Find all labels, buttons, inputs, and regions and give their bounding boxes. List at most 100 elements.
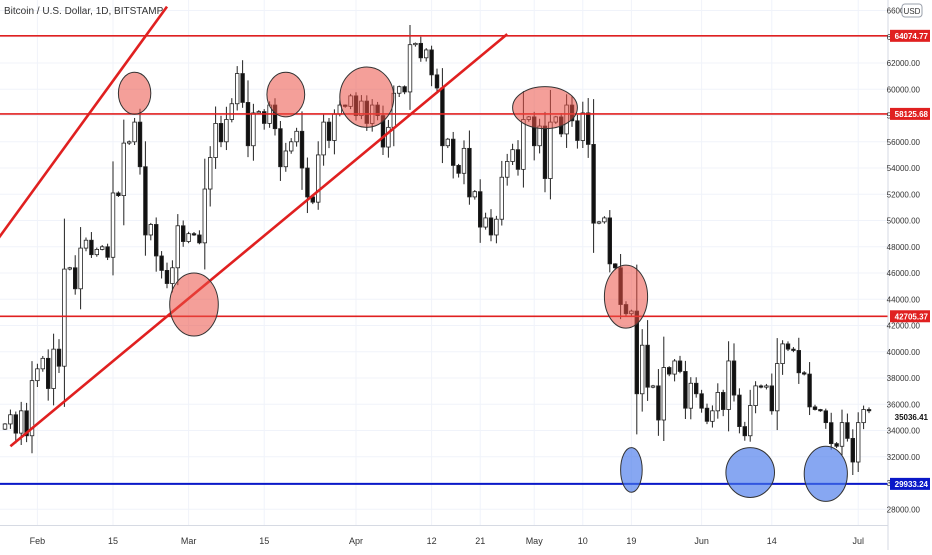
- y-tick-label: 62000.00: [887, 59, 921, 68]
- candle-body: [548, 121, 553, 179]
- y-tick-label: 42000.00: [887, 322, 921, 331]
- candle-body: [580, 112, 585, 141]
- price-axis-background[interactable]: [888, 0, 932, 525]
- red-highlight-ellipse[interactable]: [266, 71, 306, 118]
- candle-body: [677, 360, 683, 372]
- candle-body: [418, 42, 423, 59]
- highlight-layer: [117, 66, 848, 502]
- y-tick-label: 54000.00: [887, 164, 921, 173]
- candle-body: [40, 357, 45, 370]
- candle-body: [607, 217, 612, 265]
- candle-body: [467, 147, 472, 198]
- candle-body: [802, 372, 807, 375]
- candle-body: [251, 112, 256, 147]
- candle-body: [224, 119, 229, 143]
- candle-body: [596, 221, 602, 224]
- x-tick-label: Apr: [349, 536, 363, 546]
- x-tick-label: 21: [475, 536, 485, 546]
- candle-body: [197, 234, 202, 244]
- grid-layer: [0, 0, 888, 525]
- candle-body: [29, 380, 35, 437]
- candle-body: [796, 350, 801, 374]
- candle-body: [494, 218, 499, 236]
- candle-body: [305, 167, 310, 198]
- candle-body: [278, 128, 283, 168]
- candle-body: [791, 348, 796, 351]
- blue-highlight-ellipse[interactable]: [803, 445, 848, 502]
- chart-title: Bitcoin / U.S. Dollar, 1D, BITSTAMP: [4, 6, 164, 17]
- candle-body: [423, 49, 429, 59]
- currency-button[interactable]: USD: [901, 3, 923, 18]
- candle-layer: [2, 24, 872, 475]
- x-tick-label: Mar: [181, 536, 197, 546]
- candle-body: [586, 112, 591, 145]
- candle-body: [386, 126, 391, 148]
- candle-body: [694, 382, 699, 395]
- red-highlight-ellipse[interactable]: [512, 86, 578, 130]
- candle-body: [2, 423, 8, 430]
- candle-body: [758, 385, 764, 388]
- candle-body: [83, 239, 89, 249]
- candle-body: [504, 161, 510, 178]
- candle-body: [429, 49, 434, 76]
- candle-body: [667, 367, 672, 375]
- candle-body: [159, 255, 164, 271]
- candle-body: [650, 385, 656, 388]
- x-tick-label: 14: [767, 536, 777, 546]
- candle-body: [132, 121, 137, 143]
- candle-body: [148, 224, 153, 236]
- candle-body: [683, 371, 688, 409]
- x-tick-label: 15: [108, 536, 118, 546]
- x-tick-label: 10: [578, 536, 588, 546]
- candle-body: [256, 111, 261, 114]
- price-label-box: [890, 29, 930, 42]
- candle-body: [542, 125, 548, 179]
- candle-body: [153, 224, 159, 257]
- candle-body: [127, 141, 132, 144]
- price-label-box: [890, 477, 930, 490]
- red-highlight-ellipse[interactable]: [339, 66, 395, 128]
- candle-body: [753, 385, 758, 406]
- x-tick-label: May: [526, 536, 544, 546]
- red-highlight-ellipse[interactable]: [603, 264, 649, 329]
- blue-highlight-ellipse[interactable]: [725, 447, 776, 498]
- candle-body: [829, 422, 834, 445]
- level-layer: [0, 35, 888, 485]
- y-tick-label: 32000.00: [887, 453, 921, 462]
- candle-body: [51, 348, 56, 389]
- y-tick-label: 38000.00: [887, 374, 921, 383]
- y-tick-label: 48000.00: [887, 243, 921, 252]
- y-tick-label: 60000.00: [887, 85, 921, 94]
- trend-line[interactable]: [9, 33, 509, 448]
- currency-button-label: USD: [904, 7, 921, 16]
- red-highlight-ellipse[interactable]: [169, 272, 219, 337]
- candle-body: [591, 144, 596, 224]
- candle-body: [67, 267, 72, 270]
- price-label-layer: 64074.77 58125.68 42705.37 35036.41 29933.24: [890, 29, 930, 490]
- y-tick-label: 36000.00: [887, 400, 921, 409]
- candle-body: [764, 385, 769, 388]
- price-label-box: [890, 310, 930, 323]
- time-axis-background[interactable]: [0, 525, 888, 550]
- y-tick-label: 46000.00: [887, 269, 921, 278]
- blue-highlight-ellipse[interactable]: [620, 447, 643, 493]
- candle-body: [731, 360, 737, 396]
- price-label-box: [890, 410, 930, 423]
- candle-body: [715, 392, 720, 412]
- candle-body: [807, 373, 812, 408]
- candle-body: [175, 225, 180, 269]
- red-highlight-ellipse[interactable]: [117, 71, 152, 115]
- candle-body: [769, 385, 774, 412]
- price-label-current: 35036.41: [895, 413, 929, 422]
- candle-body: [710, 410, 715, 422]
- candle-body: [737, 394, 742, 427]
- candle-body: [164, 270, 170, 284]
- candle-body: [116, 192, 121, 197]
- candle-body: [413, 42, 418, 46]
- candle-body: [137, 121, 143, 168]
- candle-body: [234, 73, 240, 105]
- trend-line[interactable]: [0, 5, 169, 245]
- candle-body: [18, 410, 24, 434]
